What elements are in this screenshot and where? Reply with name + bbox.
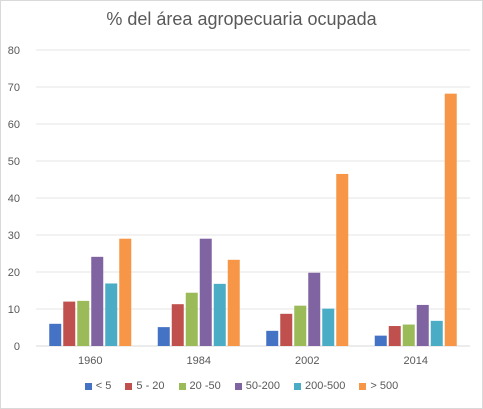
x-axis-ticks: 1960 1984 2002 2014 <box>78 355 428 367</box>
bar <box>444 93 457 346</box>
bar <box>336 173 349 346</box>
bar <box>157 327 170 346</box>
bar <box>294 305 307 346</box>
bar <box>388 326 401 346</box>
legend-label: 5 - 20 <box>136 380 165 392</box>
bar <box>430 320 443 346</box>
x-tick-label: 2014 <box>404 355 428 367</box>
legend-label: < 5 <box>95 380 112 392</box>
bar <box>77 300 90 346</box>
legend-swatch <box>294 382 301 390</box>
y-tick-label: 40 <box>8 193 20 205</box>
y-tick-label: 20 <box>8 267 20 279</box>
bar <box>49 323 62 346</box>
chart-title: % del área agropecuaria ocupada <box>106 9 377 29</box>
y-tick-label: 0 <box>14 341 20 353</box>
bar <box>266 330 279 346</box>
gridlines <box>36 49 470 347</box>
bar <box>171 304 184 346</box>
legend-swatch <box>84 382 92 390</box>
x-tick-label: 2002 <box>295 355 319 367</box>
bar <box>199 238 212 346</box>
bar <box>105 283 118 346</box>
bar <box>308 272 321 346</box>
y-tick-label: 50 <box>8 156 20 168</box>
bars <box>49 93 457 346</box>
bar <box>119 238 132 346</box>
bar <box>91 256 104 346</box>
legend-swatch <box>234 382 242 390</box>
legend-label: 50-200 <box>245 380 280 392</box>
x-tick-label: 1984 <box>187 355 211 367</box>
legend: < 5 5 - 20 20 -50 50-200 200-500 > 500 <box>0 380 483 392</box>
legend-swatch <box>125 382 133 390</box>
legend-item: < 5 <box>84 380 112 392</box>
x-tick-label: 1960 <box>78 355 102 367</box>
y-tick-label: 80 <box>8 45 20 57</box>
bar <box>416 304 429 346</box>
bar <box>402 324 415 346</box>
legend-swatch <box>178 382 186 390</box>
legend-item: 20 -50 <box>178 380 221 392</box>
legend-swatch <box>359 382 367 390</box>
legend-label: 20 -50 <box>189 380 221 392</box>
y-axis-ticks: 0 10 20 30 40 50 60 70 80 <box>8 45 20 353</box>
y-tick-label: 30 <box>8 230 20 242</box>
y-tick-label: 10 <box>8 304 20 316</box>
bar <box>213 283 226 346</box>
bar <box>374 335 387 346</box>
legend-item: 5 - 20 <box>125 380 165 392</box>
legend-label: > 500 <box>370 380 399 392</box>
y-tick-label: 70 <box>8 82 20 94</box>
bar <box>185 292 198 346</box>
legend-label: 200-500 <box>305 380 346 392</box>
legend-item: > 500 <box>359 380 398 392</box>
bar <box>227 259 240 346</box>
legend-item: 50-200 <box>234 380 280 392</box>
bar <box>63 301 76 346</box>
bar <box>280 313 293 346</box>
bar <box>322 308 335 346</box>
legend-item: 200-500 <box>294 380 345 392</box>
y-tick-label: 60 <box>8 119 20 131</box>
